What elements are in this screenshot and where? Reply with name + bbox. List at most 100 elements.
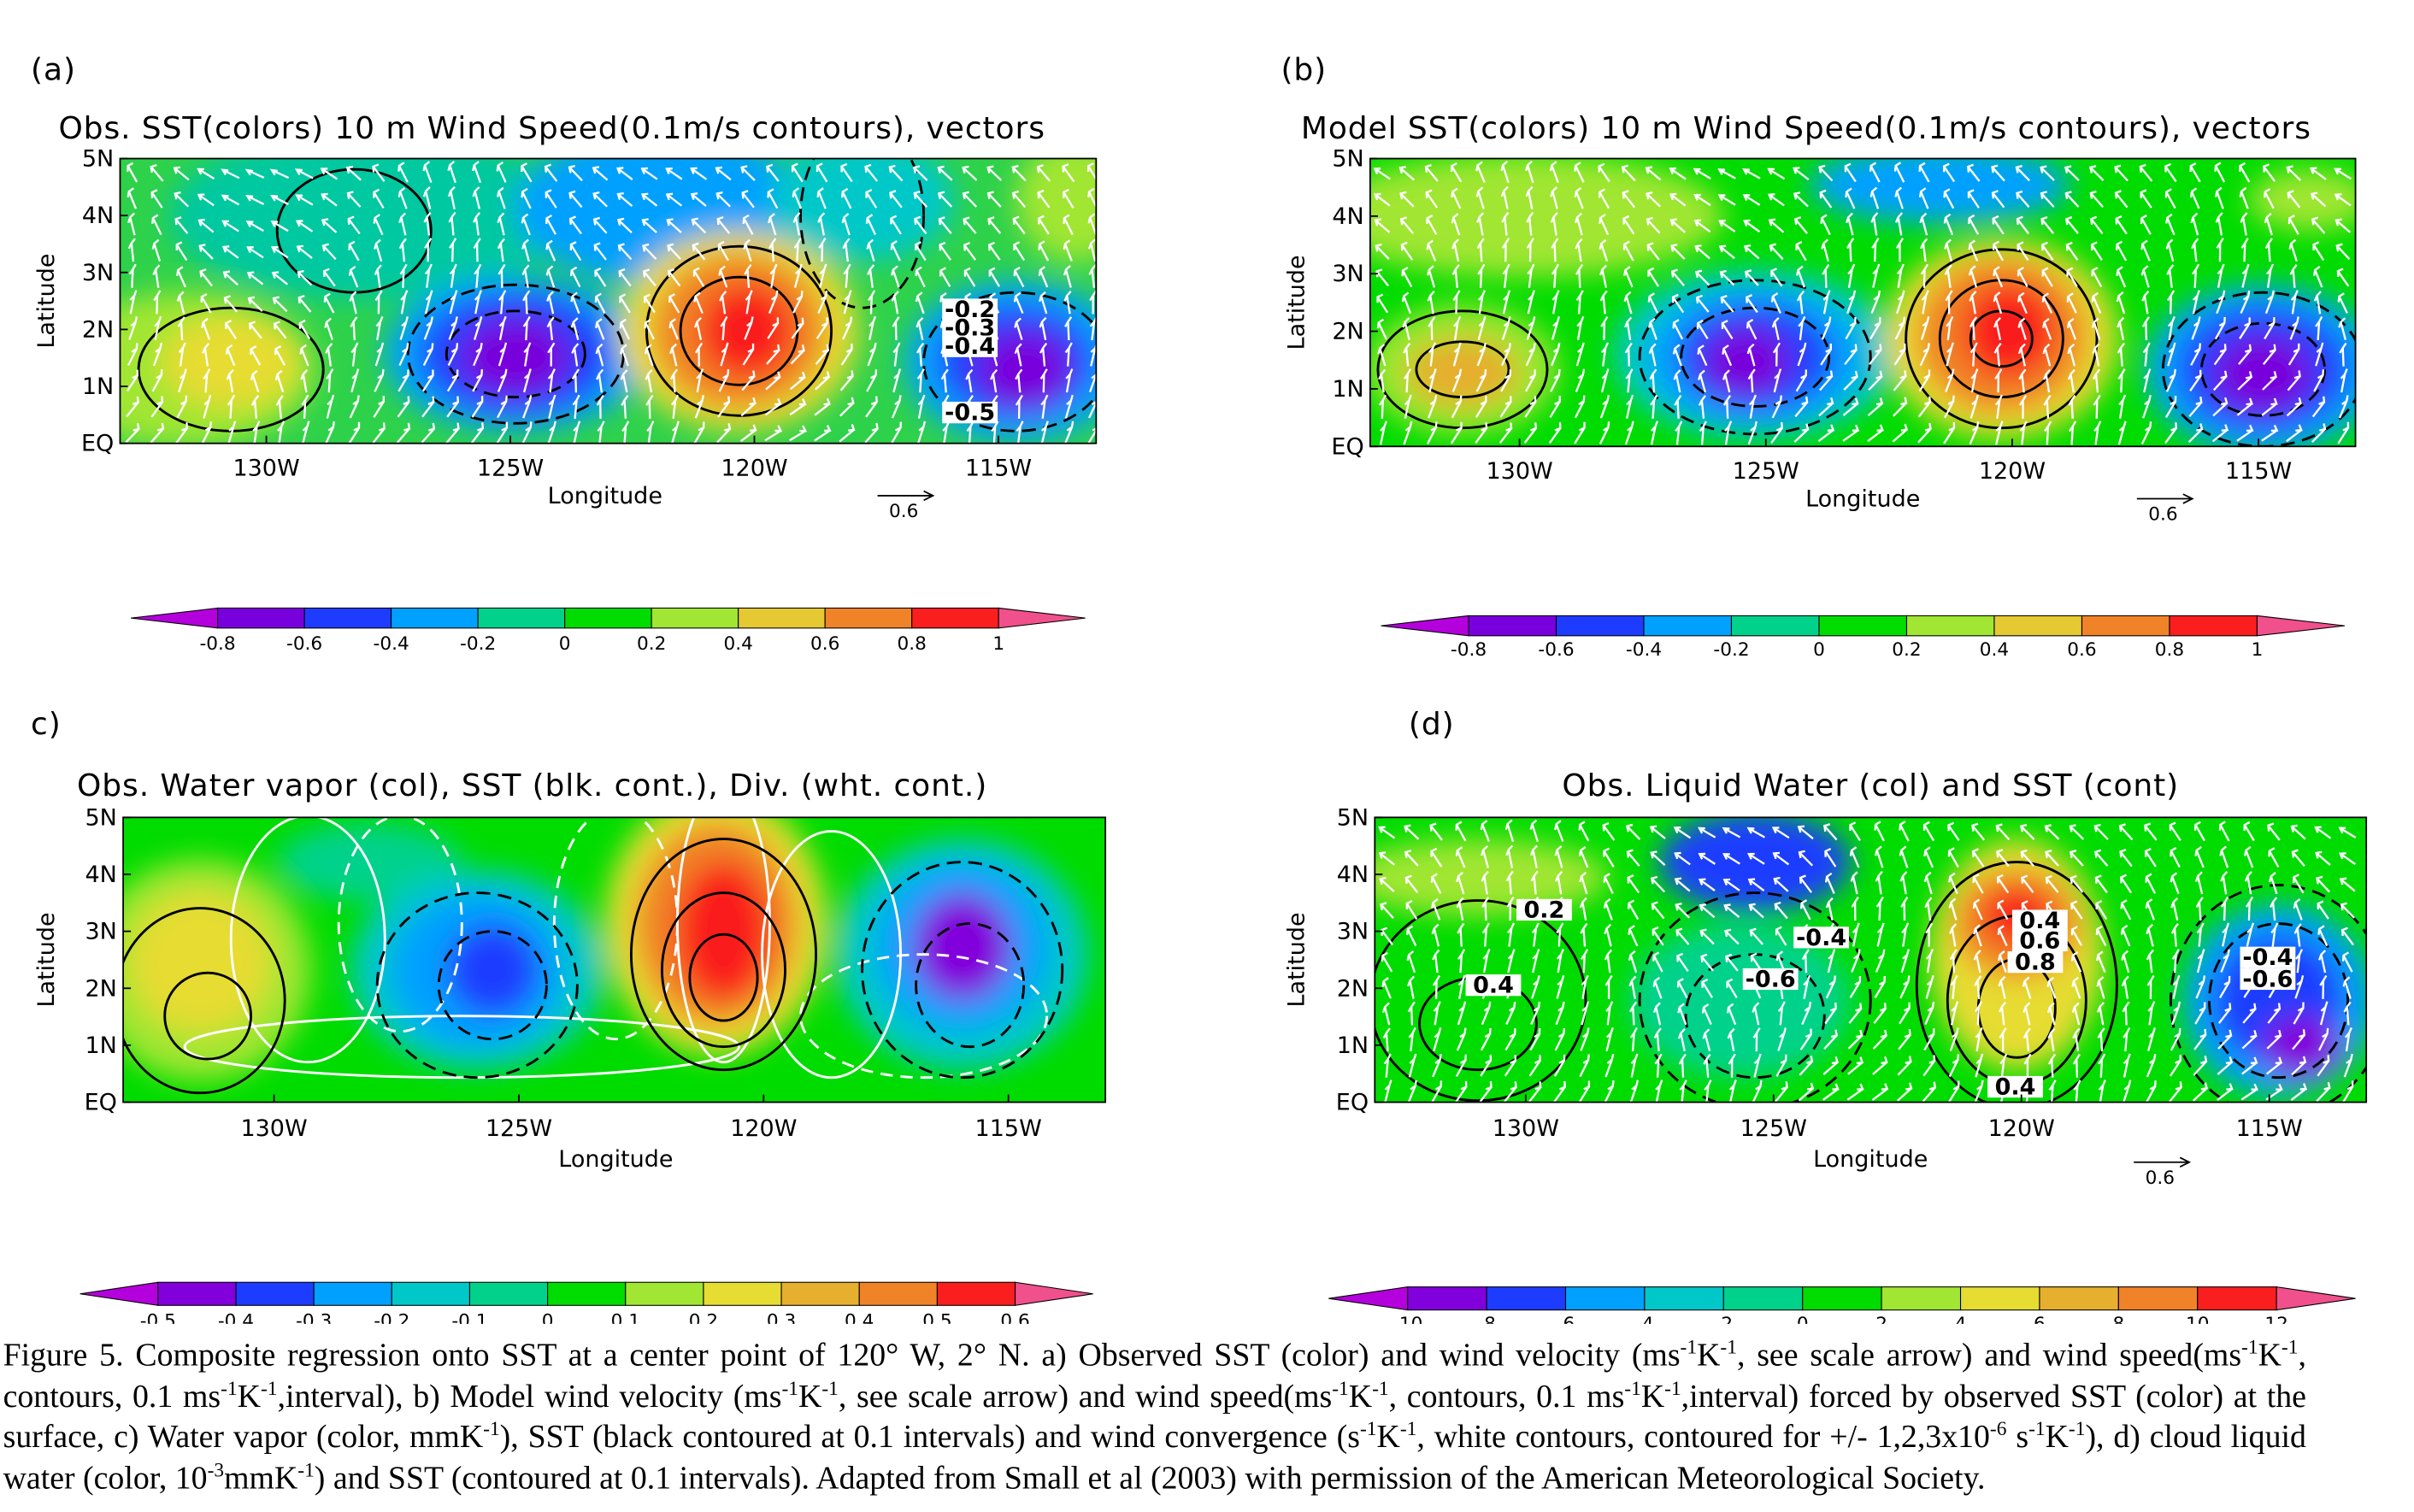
caption-superscript: -1 bbox=[483, 1416, 500, 1440]
wind-vector bbox=[1724, 421, 1733, 445]
wind-vector bbox=[2188, 396, 2203, 418]
contour-label: -0.4 bbox=[945, 333, 995, 360]
wind-vector bbox=[1924, 897, 1933, 921]
wind-vector bbox=[2070, 900, 2083, 920]
wind-vector bbox=[471, 396, 484, 418]
wind-vector bbox=[1795, 369, 1808, 392]
wind-vector bbox=[789, 398, 807, 416]
colorbar-box bbox=[936, 1281, 1016, 1306]
wind-vector bbox=[1655, 1080, 1663, 1103]
caption-text: K bbox=[2258, 1336, 2282, 1374]
wind-vector bbox=[1600, 368, 1610, 393]
wind-vector bbox=[1399, 216, 1414, 234]
wind-vector bbox=[1669, 218, 1687, 233]
wind-vector bbox=[297, 294, 312, 313]
wind-vector bbox=[2287, 343, 2300, 366]
wind-vector bbox=[2191, 316, 2201, 340]
wind-vector bbox=[843, 290, 852, 315]
wind-vector bbox=[2091, 267, 2103, 288]
wind-vector bbox=[670, 394, 680, 419]
wind-vector bbox=[1872, 1029, 1887, 1050]
colorbar-tick-label: 0 bbox=[1813, 639, 1825, 661]
x-axis-label: Longitude bbox=[1805, 486, 1920, 513]
wind-vector bbox=[2042, 368, 2051, 393]
wind-vector bbox=[2090, 241, 2103, 262]
y-tick-label: EQ bbox=[1336, 1090, 1369, 1116]
wind-vector bbox=[350, 342, 359, 367]
wind-vector bbox=[594, 292, 606, 314]
wind-vector bbox=[2072, 1053, 2081, 1078]
wind-vector bbox=[2267, 822, 2281, 841]
wind-vector bbox=[1525, 343, 1536, 367]
wind-vector bbox=[1556, 949, 1564, 974]
wind-vector bbox=[2140, 265, 2150, 288]
wind-vector bbox=[1654, 1053, 1663, 1078]
wind-vector bbox=[2146, 974, 2155, 999]
wind-vector bbox=[616, 191, 633, 208]
wind-vector bbox=[2212, 370, 2228, 391]
wind-vector bbox=[1801, 1001, 1812, 1026]
wind-vector bbox=[1753, 1053, 1762, 1078]
wind-vector bbox=[2218, 975, 2231, 998]
wind-vector bbox=[1871, 1083, 1889, 1101]
wind-vector bbox=[1703, 1053, 1711, 1078]
colorbar-box bbox=[217, 607, 305, 629]
caption-superscript: -1 bbox=[1624, 1375, 1641, 1399]
wind-vector bbox=[766, 163, 780, 182]
shading-blob bbox=[2247, 169, 2356, 232]
wind-vector bbox=[1646, 216, 1661, 234]
wind-vector bbox=[1717, 194, 1736, 206]
wind-vector bbox=[1893, 162, 1905, 183]
wind-vector bbox=[1086, 162, 1097, 181]
wind-vector bbox=[2047, 1053, 2057, 1078]
wind-vector bbox=[2261, 397, 2278, 416]
colorbar-box bbox=[468, 1281, 549, 1306]
wind-vector bbox=[1553, 1054, 1566, 1077]
wind-vector bbox=[717, 240, 729, 262]
wind-vector bbox=[693, 316, 703, 341]
wind-vector bbox=[2117, 342, 2125, 367]
wind-vector bbox=[446, 369, 459, 392]
wind-vector bbox=[1650, 394, 1658, 419]
plot-frame bbox=[1369, 157, 2357, 448]
wind-vector bbox=[865, 396, 878, 418]
wind-vector bbox=[2310, 191, 2327, 208]
colorbar-box bbox=[1643, 615, 1733, 637]
wind-vector bbox=[1775, 1081, 1788, 1103]
caption-text: K bbox=[1348, 1377, 1373, 1415]
wind-vector bbox=[1942, 162, 1956, 183]
contour-label-box bbox=[1793, 927, 1850, 949]
wind-vector bbox=[201, 421, 212, 444]
wind-vector bbox=[1722, 878, 1740, 891]
wind-vector bbox=[1505, 1001, 1516, 1025]
wind-vector bbox=[1481, 845, 1489, 868]
wind-vector bbox=[1721, 320, 1734, 339]
wind-vector bbox=[1871, 238, 1880, 262]
wind-vector bbox=[1504, 1081, 1517, 1103]
wind-vector bbox=[2169, 821, 2181, 841]
wind-vector bbox=[1015, 368, 1023, 393]
y-axis-label: Latitude bbox=[33, 254, 60, 349]
shading-blob bbox=[977, 331, 1070, 409]
colorbar-box bbox=[477, 607, 566, 629]
x-tick-label: 115W bbox=[975, 1115, 1042, 1142]
wind-vector bbox=[592, 166, 609, 181]
wind-vector bbox=[1628, 950, 1638, 974]
colorbar-box bbox=[911, 607, 999, 629]
wind-vector bbox=[2213, 344, 2227, 366]
wind-vector bbox=[791, 162, 804, 183]
wind-vector bbox=[321, 218, 338, 233]
wind-vector bbox=[1748, 903, 1764, 919]
wind-vector bbox=[174, 191, 190, 208]
colorbar-box bbox=[625, 1281, 704, 1306]
wind-vector bbox=[1649, 825, 1666, 840]
colorbar-tick-label: -0.8 bbox=[1451, 639, 1487, 661]
wind-vector bbox=[1945, 368, 1955, 392]
wind-vector bbox=[154, 315, 162, 341]
wind-vector bbox=[1554, 1027, 1566, 1051]
wind-vector bbox=[764, 425, 783, 442]
y-axis-label: Latitude bbox=[1283, 255, 1310, 350]
wind-vector bbox=[819, 263, 827, 288]
colorbar-box bbox=[1802, 1286, 1882, 1311]
wind-vector bbox=[2017, 343, 2026, 367]
